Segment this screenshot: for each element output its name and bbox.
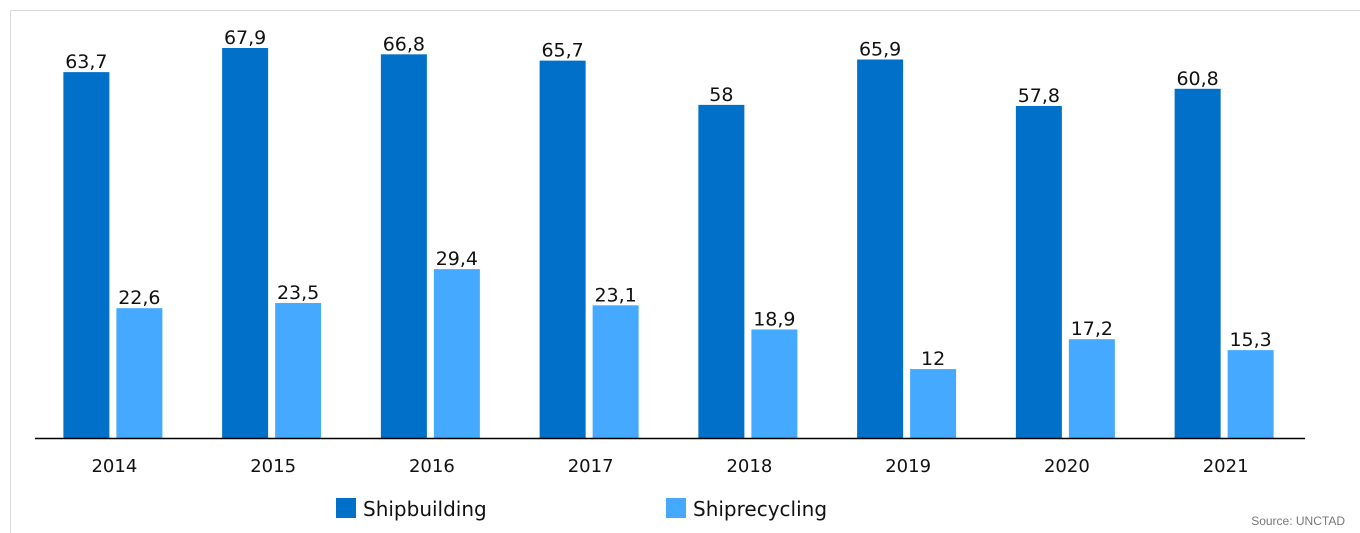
bar: [1174, 88, 1221, 438]
x-tick-label: 2021: [1203, 456, 1249, 477]
bar: [433, 269, 480, 438]
bar: [380, 54, 427, 438]
x-tick-label: 2016: [409, 456, 455, 477]
data-label: 63,7: [65, 51, 107, 73]
data-label: 66,8: [383, 33, 425, 55]
data-label: 57,8: [1018, 85, 1060, 107]
bar: [63, 72, 110, 438]
data-label: 22,6: [118, 287, 160, 309]
x-tick-label: 2019: [885, 456, 931, 477]
x-tick-label: 2015: [250, 456, 296, 477]
x-tick-label: 2014: [91, 456, 137, 477]
legend-swatch: [666, 498, 686, 518]
legend-label: Shipbuilding: [363, 497, 487, 521]
data-label: 67,9: [224, 27, 266, 49]
bar: [910, 369, 957, 438]
data-label: 18,9: [753, 308, 795, 330]
bar: [857, 59, 904, 438]
bar: [592, 305, 639, 438]
bar: [116, 308, 163, 438]
bar: [751, 329, 798, 438]
legend-swatch: [336, 498, 356, 518]
bar: [222, 48, 269, 438]
data-label: 29,4: [436, 248, 478, 270]
bar: [1068, 339, 1115, 438]
legend-label: Shiprecycling: [693, 497, 827, 521]
data-label: 58: [709, 84, 733, 106]
data-label: 23,1: [594, 284, 636, 306]
data-label: 65,9: [859, 38, 901, 60]
bar: [698, 104, 745, 438]
bar: [1227, 350, 1274, 438]
x-tick-label: 2017: [568, 456, 614, 477]
x-tick-label: 2018: [726, 456, 772, 477]
x-tick-label: 2020: [1044, 456, 1090, 477]
data-label: 65,7: [541, 40, 583, 62]
data-label: 60,8: [1176, 68, 1218, 90]
bar: [1015, 106, 1062, 438]
data-label: 12: [921, 348, 945, 370]
data-label: 17,2: [1071, 318, 1113, 340]
data-label: 23,5: [277, 282, 319, 304]
bar: [539, 60, 586, 438]
source: Source: UNCTAD: [1251, 514, 1345, 528]
chart-frame: [10, 10, 1360, 533]
data-label: 15,3: [1229, 329, 1271, 351]
bar: [275, 303, 322, 438]
